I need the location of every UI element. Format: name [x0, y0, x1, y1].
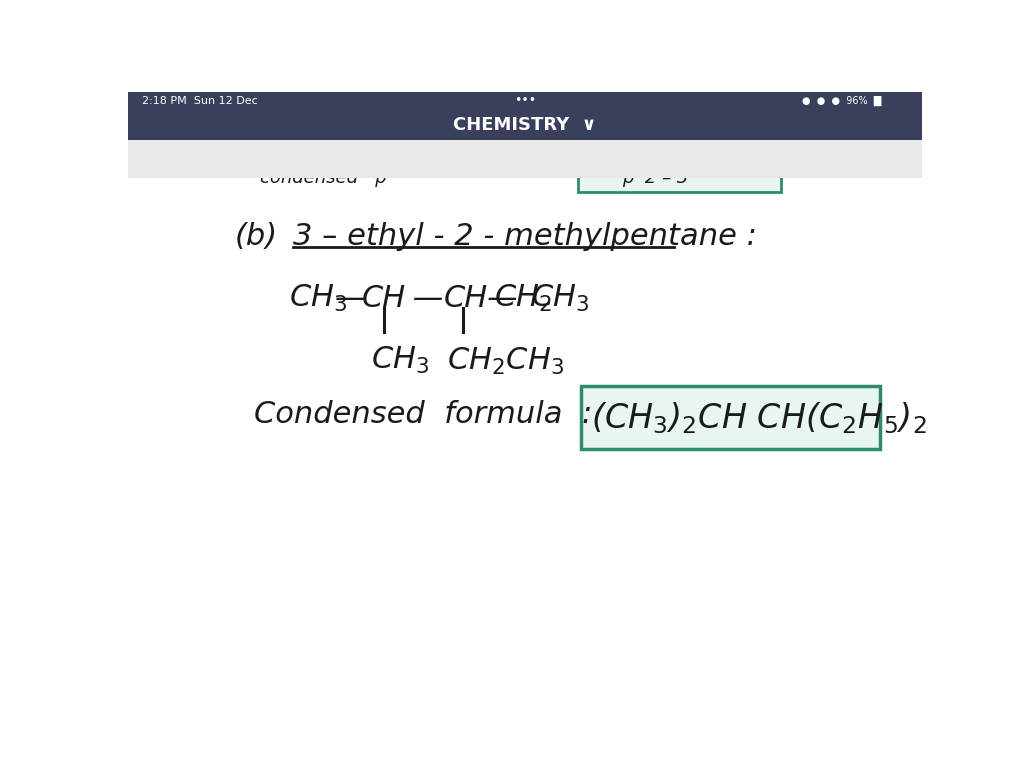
Bar: [582, 386, 880, 449]
Text: CH$_3$: CH$_3$: [371, 345, 429, 376]
Text: 2:18 PM  Sun 12 Dec: 2:18 PM Sun 12 Dec: [142, 96, 258, 106]
Text: ●  ●  ●  96%  █: ● ● ● 96% █: [802, 95, 882, 106]
Text: 3 – ethyl - 2 - methylpentane :: 3 – ethyl - 2 - methylpentane :: [293, 223, 757, 251]
Text: (CH$_3$)$_2$CH CH(C$_2$H$_5$)$_2$: (CH$_3$)$_2$CH CH(C$_2$H$_5$)$_2$: [592, 400, 928, 435]
Text: —: —: [335, 284, 366, 313]
Bar: [128, 140, 922, 178]
Text: CH$_2$: CH$_2$: [494, 283, 552, 314]
Text: —: —: [403, 284, 443, 313]
Bar: [578, 163, 780, 192]
Text: CH$_3$: CH$_3$: [531, 283, 590, 314]
Text: CH$_3$: CH$_3$: [289, 283, 347, 314]
Text: (b): (b): [234, 223, 279, 251]
Text: CHEMISTRY  ∨: CHEMISTRY ∨: [453, 115, 597, 134]
Text: CH: CH: [362, 284, 407, 313]
Text: p  2 – 3: p 2 – 3: [623, 169, 689, 187]
Text: CH$_2$CH$_3$: CH$_2$CH$_3$: [447, 346, 564, 377]
Text: CH—: CH—: [444, 284, 519, 313]
Text: condensed   p: condensed p: [260, 169, 386, 187]
Bar: [128, 109, 922, 140]
Bar: [128, 92, 922, 109]
Text: Condensed  formula  :: Condensed formula :: [254, 399, 593, 429]
Text: •••: •••: [514, 94, 536, 107]
